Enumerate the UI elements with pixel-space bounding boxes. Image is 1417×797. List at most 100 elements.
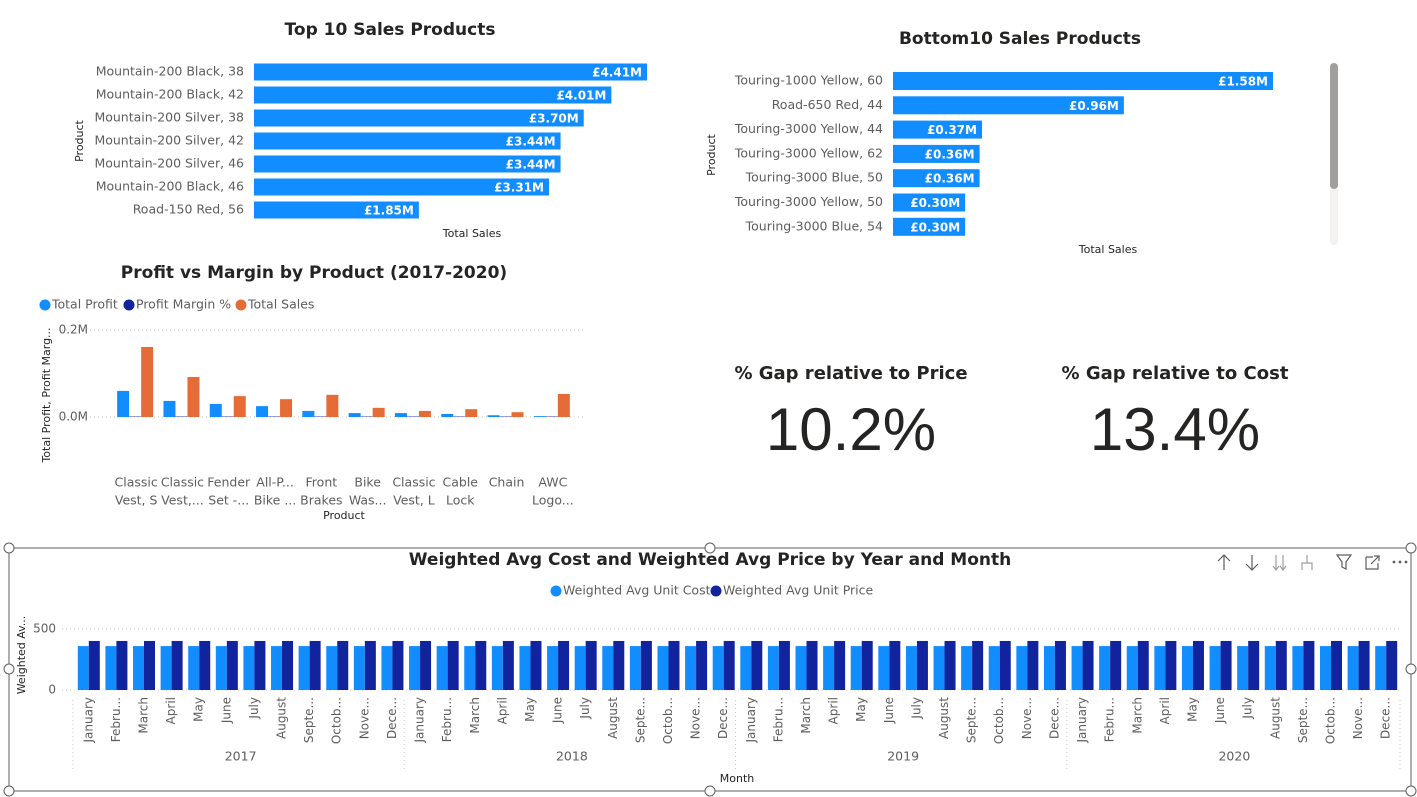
x-tick-label: June [882,697,896,724]
year-label: 2019 [887,749,919,764]
x-tick-label: January [413,697,427,744]
bar [778,640,790,690]
bar [105,646,117,690]
x-tick-label: Febru... [771,697,785,742]
bar [337,640,349,690]
bar [1110,640,1122,690]
bar [447,640,459,690]
bar [1027,640,1039,690]
bar [1303,640,1315,690]
drill-up[interactable] [1217,554,1231,570]
bar [254,132,561,150]
visual-toolbar [1217,554,1408,571]
x-tick-label: Nove... [1351,697,1365,739]
data-label: £4.41M [592,66,642,80]
bar [767,646,779,690]
bar [502,640,514,690]
bar [326,394,339,417]
bar [823,646,835,690]
x-axis-title: Month [720,772,755,785]
bar [420,640,432,690]
bar [878,646,890,690]
x-tick-label: Septe... [633,697,647,743]
x-tick-label: August [275,697,289,739]
x-tick-label: Classic [115,475,158,490]
category-label: Touring-3000 Blue, 50 [745,170,883,185]
y-axis-title: Weighted Av... [15,616,28,695]
x-tick-label: Febru... [109,697,123,742]
x-tick-label: August [937,697,951,739]
bar [1386,640,1398,690]
bar [163,400,176,417]
bar [850,646,862,690]
x-tick-label: Dece... [1379,697,1393,739]
bar [574,646,586,690]
bar [1043,646,1055,690]
bar [256,406,269,417]
bar [271,646,283,690]
bar [88,640,100,690]
more-options[interactable] [1392,560,1408,564]
data-label: £0.96M [1069,99,1119,113]
bar [893,96,1124,115]
bar [254,86,612,104]
card-value: 10.2% [766,396,936,463]
x-tick-label: March [1130,697,1144,734]
focus-mode[interactable] [1365,555,1380,570]
category-label: Mountain-200 Silver, 42 [94,133,244,148]
bar [487,415,500,417]
bar [226,640,238,690]
x-tick-label: August [1268,697,1282,739]
bar [893,217,966,236]
bar [254,201,419,219]
x-tick-label: January [744,697,758,744]
expand-all[interactable] [1301,555,1313,570]
bar [1071,646,1083,690]
expand-next[interactable] [1272,555,1287,571]
x-tick-label: Classic [161,475,204,490]
bar [1181,646,1193,690]
category-label: Touring-3000 Yellow, 50 [734,194,883,209]
year-label: 2017 [225,749,257,764]
legend-label: Weighted Avg Unit Cost [563,583,711,598]
legend-marker [123,299,135,311]
x-tick-label: All-P... [256,475,294,490]
bar [117,390,130,417]
scrollbar[interactable] [1330,63,1338,245]
bar [1209,646,1221,690]
bar [1375,646,1387,690]
bar [685,646,697,690]
legend-marker [39,299,51,311]
bar [1165,640,1177,690]
bar [160,646,172,690]
category-label: Mountain-200 Black, 46 [96,179,244,194]
bar [133,646,145,690]
x-tick-label: July [909,697,923,720]
bar [409,646,421,690]
bar [1192,640,1204,690]
chart-title: Top 10 Sales Products [285,20,496,40]
bar [1220,640,1232,690]
category-label: Touring-1000 Yellow, 60 [734,73,883,88]
bar [280,399,293,417]
bar [418,410,431,417]
visual-frame [3,542,1417,797]
bar [893,193,966,212]
bar [282,640,294,690]
x-tick-label: May [523,697,537,722]
x-tick-label: Lock [446,493,475,508]
x-tick-label: March [468,697,482,734]
bar [254,155,561,173]
x-axis-title: Total Sales [1078,243,1138,256]
x-tick-label: Octob... [661,697,675,744]
data-label: £3.44M [506,158,556,172]
bar [1347,646,1359,690]
x-tick-label: Septe... [1296,697,1310,743]
x-tick-label: Septe... [965,697,979,743]
drill-down[interactable] [1245,555,1259,571]
x-tick-label: April [1158,697,1172,724]
filter[interactable] [1335,554,1353,570]
bar [558,640,570,690]
bar [519,646,531,690]
x-tick-label: July [247,697,261,720]
